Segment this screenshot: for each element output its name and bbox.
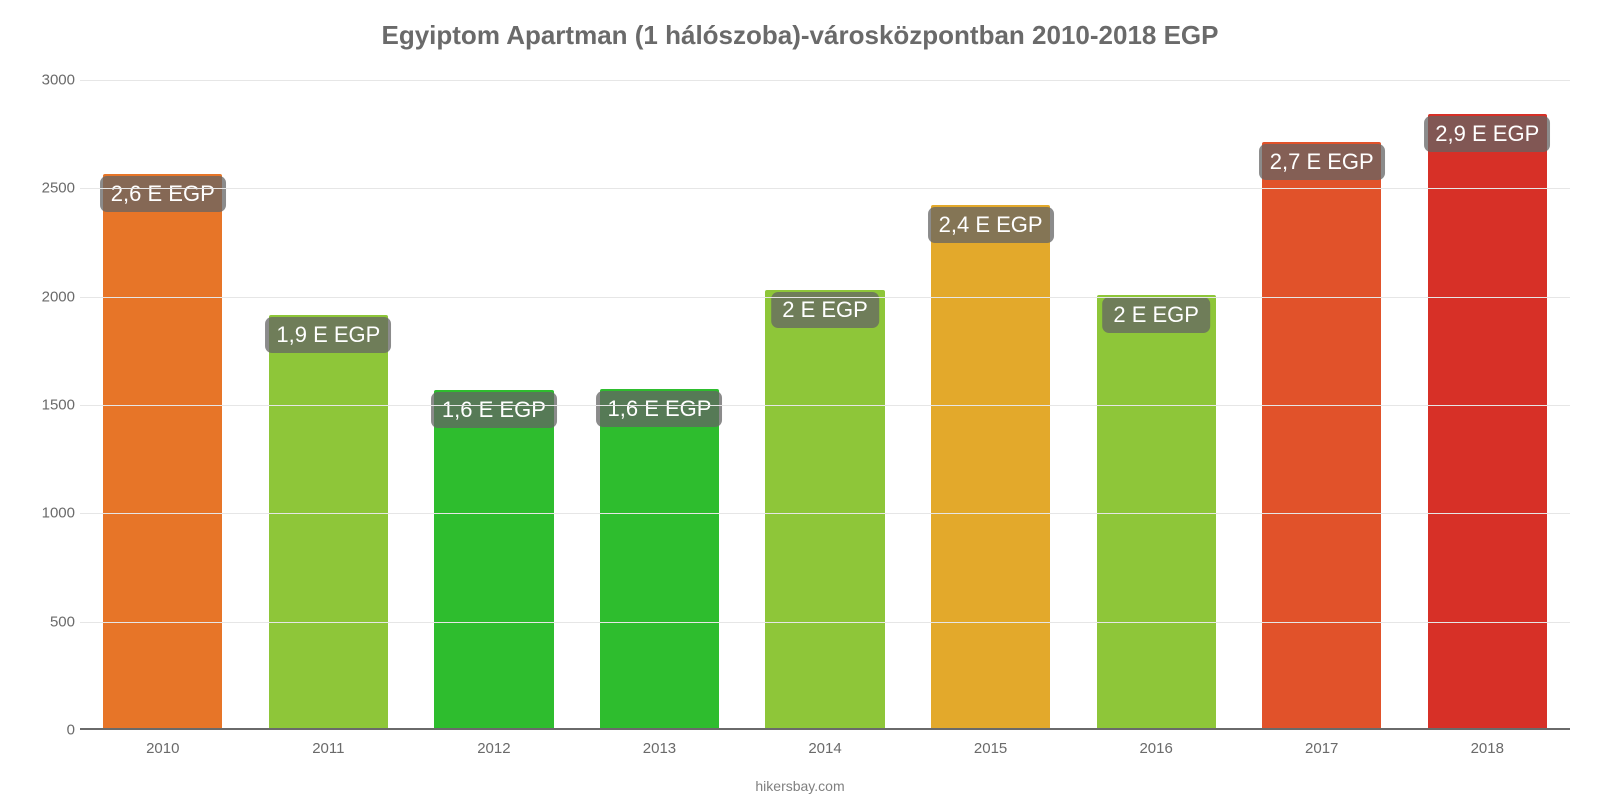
y-tick-label: 500 [25,613,75,630]
value-label: 1,9 E EGP [265,317,391,353]
gridline [80,297,1570,298]
bar [1097,295,1216,731]
x-tick-label: 2010 [146,740,179,757]
gridline [80,188,1570,189]
bar [931,205,1050,730]
gridline [80,80,1570,81]
bar [765,290,884,730]
x-tick-label: 2016 [1139,740,1172,757]
x-tick-label: 2018 [1471,740,1504,757]
value-label: 1,6 E EGP [596,391,722,427]
gridline [80,405,1570,406]
chart-container: Egyiptom Apartman (1 hálószoba)-városköz… [0,0,1600,800]
attribution-text: hikersbay.com [0,778,1600,794]
value-label: 2,4 E EGP [928,207,1054,243]
gridline [80,622,1570,623]
plot-area: 20102,6 E EGP20111,9 E EGP20121,6 E EGP2… [80,80,1570,730]
chart-title: Egyiptom Apartman (1 hálószoba)-városköz… [0,20,1600,51]
bar [269,315,388,730]
gridline [80,513,1570,514]
x-tick-label: 2015 [974,740,1007,757]
value-label: 2,9 E EGP [1424,116,1550,152]
bar [1262,142,1381,730]
bar [600,389,719,730]
y-tick-label: 1500 [25,397,75,414]
y-tick-label: 3000 [25,72,75,89]
x-tick-label: 2014 [808,740,841,757]
value-label: 2 E EGP [1102,297,1210,333]
bar [103,174,222,730]
y-tick-label: 0 [25,722,75,739]
y-tick-label: 2000 [25,288,75,305]
y-tick-label: 1000 [25,505,75,522]
bar [434,390,553,730]
x-tick-label: 2013 [643,740,676,757]
x-tick-label: 2017 [1305,740,1338,757]
value-label: 2,7 E EGP [1259,144,1385,180]
x-tick-label: 2011 [312,740,344,757]
y-tick-label: 2500 [25,180,75,197]
bar [1428,114,1547,730]
x-tick-label: 2012 [477,740,510,757]
baseline [80,728,1570,730]
value-label: 2,6 E EGP [100,176,226,212]
value-label: 1,6 E EGP [431,392,557,428]
